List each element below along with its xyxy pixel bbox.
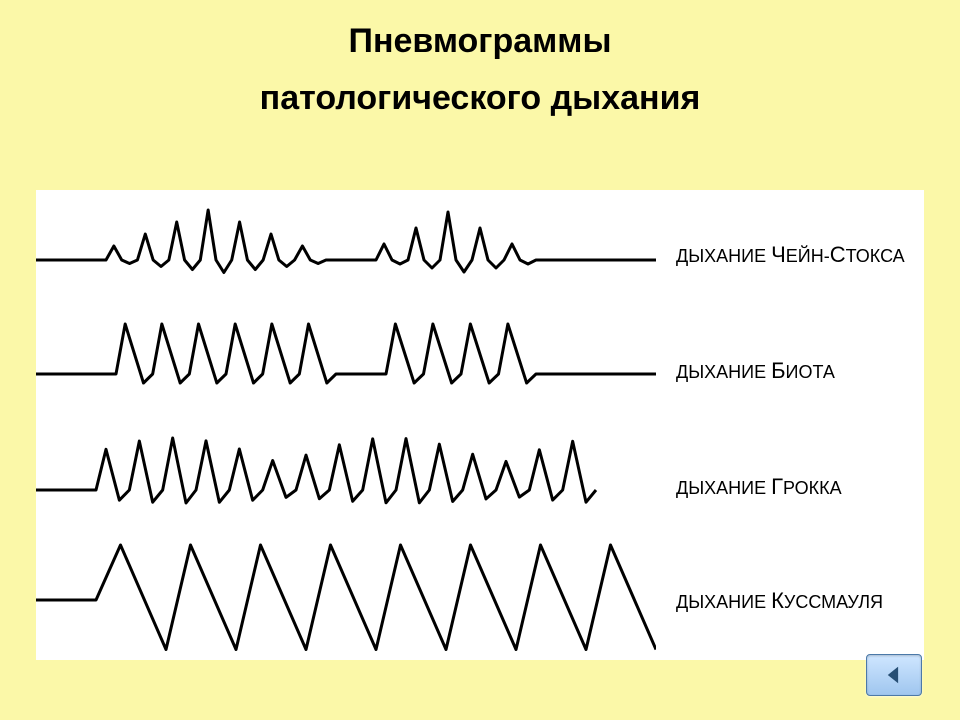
arrow-left-icon [883, 664, 905, 686]
waveform-row-cheyne-stokes: ДЫХАНИЕ ЧЕЙН-СТОКСА [36, 196, 924, 314]
title-line-1: Пневмограммы [0, 22, 960, 61]
waveform-label-grocco: ДЫХАНИЕ ГРОККА [676, 474, 842, 500]
slide-root: Пневмограммы патологического дыхания ДЫХ… [0, 0, 960, 720]
waveform-row-biot: ДЫХАНИЕ БИОТА [36, 312, 924, 430]
waveform-grocco [36, 428, 656, 546]
waveform-row-grocco: ДЫХАНИЕ ГРОККА [36, 428, 924, 546]
waveform-row-kussmaul: ДЫХАНИЕ КУССМАУЛЯ [36, 542, 924, 660]
title-line-2: патологического дыхания [0, 79, 960, 118]
waveform-label-kussmaul: ДЫХАНИЕ КУССМАУЛЯ [676, 588, 883, 614]
waveform-cheyne-stokes [36, 196, 656, 314]
waveform-kussmaul [36, 542, 656, 660]
waveform-label-biot: ДЫХАНИЕ БИОТА [676, 358, 835, 384]
slide-title: Пневмограммы патологического дыхания [0, 22, 960, 118]
pneumogram-chart: ДЫХАНИЕ ЧЕЙН-СТОКСА ДЫХАНИЕ БИОТА ДЫХАНИЕ … [36, 190, 924, 660]
waveform-label-cheyne-stokes: ДЫХАНИЕ ЧЕЙН-СТОКСА [676, 242, 905, 268]
prev-slide-button[interactable] [866, 654, 922, 696]
waveform-biot [36, 312, 656, 430]
